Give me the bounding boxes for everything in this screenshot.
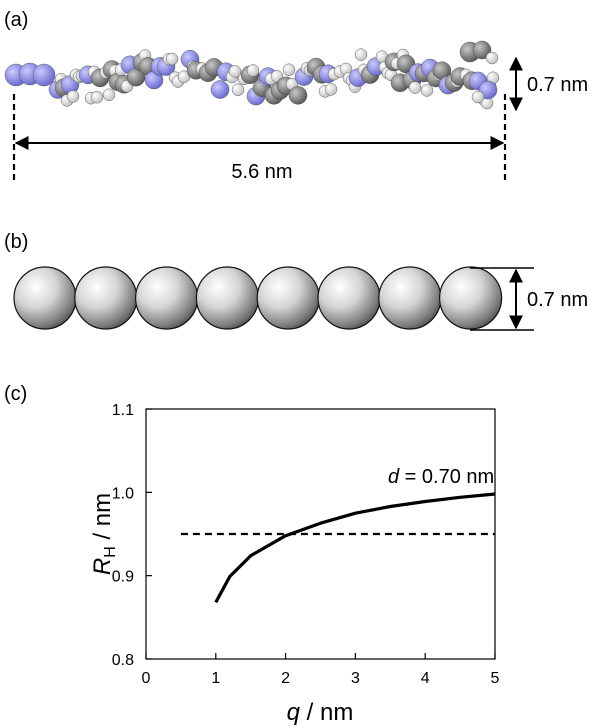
molecule-atom (485, 51, 499, 65)
molecule-atom (282, 63, 296, 76)
molecule-atom (231, 83, 245, 96)
molecule-atom (228, 65, 242, 78)
molecule-atom (324, 83, 338, 96)
y-axis-label: RH / nm (89, 493, 119, 575)
x-tick-label: 5 (491, 670, 500, 687)
y-axis-label-subscript: H (102, 546, 119, 558)
rh-curve-line (214, 492, 496, 604)
bead (74, 266, 138, 330)
molecule-atom (90, 90, 104, 104)
x-axis-label-variable: q (287, 699, 301, 726)
molecule-atom (471, 90, 485, 104)
molecule-atom (165, 52, 179, 66)
y-axis-label-main: R (89, 558, 116, 575)
molecule-atom (420, 84, 434, 97)
bead (13, 266, 77, 330)
y-axis-label-unit: / nm (89, 493, 116, 546)
y-tick-label: 0.9 (112, 569, 134, 586)
x-tick-label: 4 (421, 670, 430, 687)
bead-chain (13, 266, 503, 330)
length-label: 5.6 nm (231, 161, 292, 183)
bead (317, 266, 381, 330)
x-axis-label: q / nm (287, 699, 354, 726)
molecule-atom (354, 48, 368, 61)
panel-b-label: (b) (4, 231, 28, 253)
molecule-atom (408, 81, 422, 94)
x-tick-label: 3 (351, 670, 360, 687)
molecule-atom (32, 63, 56, 87)
panel-c-label: (c) (4, 383, 27, 405)
x-tick-label: 1 (211, 670, 220, 687)
molecule-space-filling-model (4, 40, 500, 110)
plot-series (180, 492, 496, 604)
axis-ticks: 0 1 2 3 4 5 0.8 0.9 1.0 1.1 (112, 402, 500, 687)
panel-a-label: (a) (4, 9, 28, 31)
x-tick-label: 0 (142, 670, 151, 687)
bead (439, 266, 503, 330)
x-axis-label-unit: / nm (300, 699, 353, 726)
molecule-atom (102, 88, 116, 101)
y-tick-label: 0.8 (112, 652, 134, 669)
width-label-a: 0.7 nm (527, 74, 588, 96)
molecule-atom (66, 90, 80, 103)
bead (256, 266, 320, 330)
molecule-atom (210, 80, 230, 99)
y-tick-label: 1.1 (112, 402, 134, 419)
bead (135, 266, 199, 330)
molecule-atom (288, 86, 308, 105)
width-label-b: 0.7 nm (527, 289, 588, 311)
annotation-variable: d (388, 466, 400, 488)
y-tick-label: 1.0 (112, 485, 134, 502)
molecule-atom (472, 40, 492, 60)
bead (378, 266, 442, 330)
bead (195, 266, 259, 330)
curve-annotation: d = 0.70 nm (388, 466, 494, 488)
annotation-value: = 0.70 nm (399, 466, 494, 488)
molecule-atom (246, 64, 260, 77)
x-tick-label: 2 (281, 670, 290, 687)
